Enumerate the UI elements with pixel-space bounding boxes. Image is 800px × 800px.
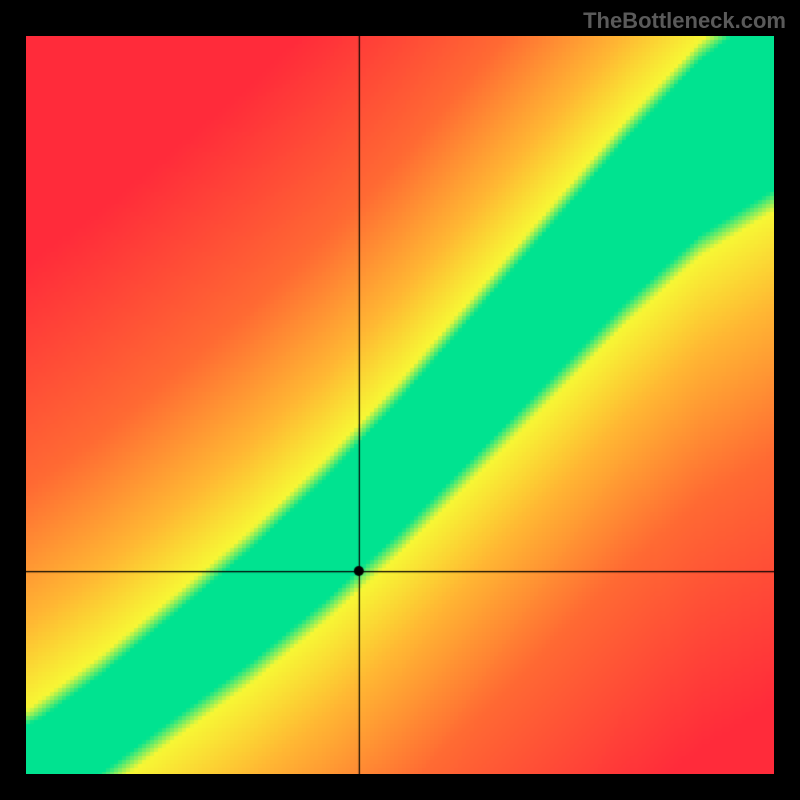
- image-frame: TheBottleneck.com: [0, 0, 800, 800]
- heatmap-canvas: [26, 36, 774, 774]
- heatmap-plot: [26, 36, 774, 774]
- watermark-text: TheBottleneck.com: [583, 8, 786, 34]
